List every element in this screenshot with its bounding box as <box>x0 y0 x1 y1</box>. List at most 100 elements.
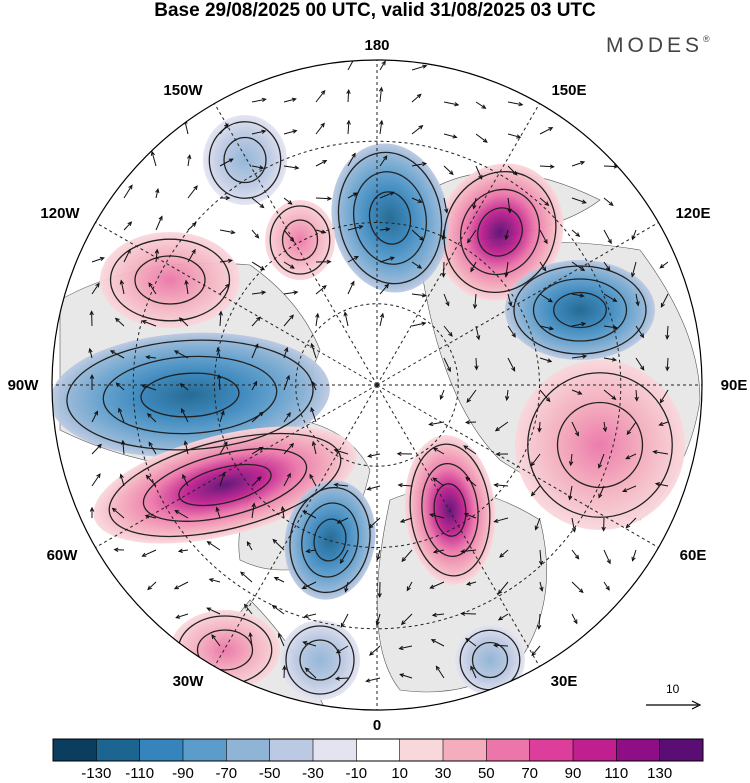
colorbar-label: -50 <box>258 765 281 782</box>
wind-arrow <box>186 154 192 167</box>
wind-arrow <box>339 549 349 565</box>
wind-arrow <box>148 282 157 295</box>
wind-arrow <box>539 325 555 331</box>
anomaly-neg-45w <box>284 480 376 600</box>
wind-arrow <box>379 283 390 295</box>
streamline-neg-15w <box>299 639 341 681</box>
wind-arrow <box>181 407 189 423</box>
colorbar-swatch <box>96 739 141 761</box>
wind-arrow <box>635 357 645 371</box>
wind-arrow <box>411 161 428 167</box>
colorbar-swatch <box>529 739 574 761</box>
anomaly-pos-20e <box>404 435 496 585</box>
wind-arrow <box>539 127 554 135</box>
wind-arrow <box>401 549 413 563</box>
wind-arrow <box>507 357 516 372</box>
wind-arrow <box>271 604 285 615</box>
wind-arrow <box>507 101 524 107</box>
wind-arrow <box>507 325 516 338</box>
wind-arrow <box>493 482 509 488</box>
wind-arrow <box>375 613 381 627</box>
wind-arrow <box>379 60 386 71</box>
colorbar-swatch <box>356 739 401 761</box>
wind-arrow <box>243 603 253 615</box>
wind-arrow <box>411 293 427 298</box>
wind-arrow <box>150 150 157 167</box>
wind-arrow <box>531 645 541 657</box>
wind-arrow <box>571 261 586 272</box>
wind-arrow <box>504 261 509 278</box>
wind-arrow <box>283 165 300 170</box>
lon-label-120w: 120W <box>40 205 80 222</box>
wind-arrow <box>123 248 131 263</box>
wind-arrow <box>431 612 445 618</box>
wind-arrow <box>183 440 189 455</box>
colorbar-swatch <box>183 739 227 761</box>
wind-arrow <box>443 101 460 107</box>
wind-arrow <box>302 510 317 519</box>
wind-arrow <box>283 261 295 269</box>
wind-arrow <box>376 549 381 561</box>
meridian-line <box>95 384 378 548</box>
anomaly-pos-140w <box>265 200 335 280</box>
wind-arrow <box>465 637 477 647</box>
wind-arrow <box>251 97 267 103</box>
anomaly-neg-90w <box>52 332 330 458</box>
wind-arrow <box>283 97 297 103</box>
wind-arrow <box>631 261 637 278</box>
colorbar-label: -70 <box>215 765 238 782</box>
wind-arrow <box>174 510 189 519</box>
wind-arrow <box>91 256 105 263</box>
wind-arrow <box>530 485 541 497</box>
wind-arrow <box>571 354 588 359</box>
wind-arrow <box>571 549 580 560</box>
wind-arrow <box>497 613 509 621</box>
wind-arrow <box>470 261 477 273</box>
wind-arrow <box>283 314 294 327</box>
wind-arrow <box>539 293 553 303</box>
wind-arrow <box>215 506 221 519</box>
wind-arrow <box>568 485 573 501</box>
streamline-pos-150e <box>459 188 541 276</box>
lon-label-150e: 150E <box>551 82 587 99</box>
wind-arrow <box>211 634 221 647</box>
wind-arrow <box>365 677 381 683</box>
streamline-neg-170e <box>368 191 412 245</box>
streamline-neg-170e <box>353 171 427 265</box>
reference-vector-label: 10 <box>666 682 680 696</box>
colorbar-swatch <box>53 739 97 761</box>
streamline-neg-90w <box>102 355 278 435</box>
wind-arrow <box>187 185 198 199</box>
wind-arrow <box>538 549 544 566</box>
wind-arrow <box>148 441 157 455</box>
wind-arrow <box>184 279 189 295</box>
wind-arrow <box>411 229 424 241</box>
lon-label-90e: 90E <box>720 377 748 394</box>
wind-arrow <box>379 119 384 135</box>
colorbar-label: 90 <box>564 765 582 782</box>
wind-arrow <box>309 473 317 487</box>
registered-mark: ® <box>703 34 710 44</box>
wind-arrow <box>251 316 261 327</box>
wind-arrow <box>272 538 285 551</box>
wind-arrow <box>347 280 355 295</box>
wind-arrow <box>91 282 100 295</box>
streamline-neg-160w <box>208 121 282 199</box>
wind-arrow <box>315 196 333 201</box>
wind-arrow <box>603 357 618 362</box>
wind-arrow <box>119 279 125 295</box>
wind-arrow <box>665 357 670 372</box>
wind-arrow <box>251 290 267 295</box>
wind-arrow <box>439 389 445 400</box>
streamline-neg-25e <box>471 641 509 679</box>
wind-arrow <box>601 517 606 532</box>
wind-arrow <box>206 541 221 551</box>
wind-arrow <box>144 514 157 519</box>
reference-vector: 10 <box>640 682 710 712</box>
wind-arrow <box>177 548 189 553</box>
wind-arrow <box>539 229 548 245</box>
wind-arrow <box>379 256 395 263</box>
wind-arrow <box>208 578 221 583</box>
wind-arrow <box>91 443 102 455</box>
